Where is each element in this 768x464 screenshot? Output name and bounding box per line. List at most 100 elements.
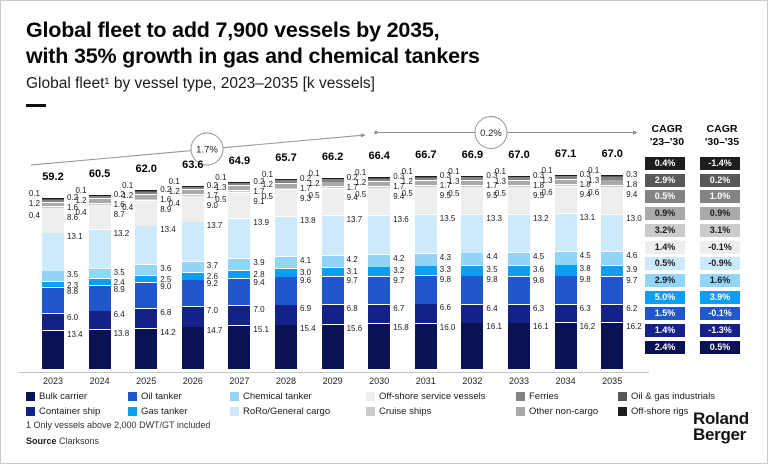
legend-swatch-bulk_carrier [26, 392, 35, 401]
bar-segment-cruise_ships-2027 [228, 191, 251, 193]
label-other_non_cargo-2024: 1.6 [113, 199, 125, 209]
label-roro_general_cargo-2027: 13.9 [253, 217, 269, 227]
label-oil_tanker-2024: 8.9 [113, 284, 125, 294]
cagr-chip-30-35-container_ship: -1.3% [700, 324, 740, 337]
x-tick-2030: 2030 [369, 376, 390, 386]
label-bulk_carrier-2035: 16.2 [626, 322, 642, 332]
bar-segment-offshore_rigs-2027 [228, 181, 251, 183]
label-gas_tanker-2027: 2.8 [253, 269, 265, 279]
label-roro_general_cargo-2032: 13.3 [486, 213, 502, 223]
label-gas_tanker-2031: 3.3 [439, 265, 451, 275]
bar-segment-chemical_tanker-2028 [275, 256, 297, 268]
bar-segment-ferries-2034 [554, 176, 577, 180]
bar-segment-oil_tanker-2034 [554, 276, 577, 304]
legend-label-roro_general_cargo: RoRo/General cargo [243, 406, 331, 417]
bar-segment-bulk_carrier-2029 [321, 324, 344, 370]
label-offshore_rigs-2032: 0.1 [448, 166, 460, 176]
label-roro_general_cargo-2024: 13.2 [113, 229, 130, 239]
bar-segment-ferries-2023 [42, 199, 64, 202]
label-oil_gas_industrials-2027: 0.2 [253, 176, 265, 186]
label-cruise_ships-2032: 0.5 [448, 188, 460, 198]
label-cruise_ships-2024: 0.4 [75, 207, 87, 217]
label-chemical_tanker-2033: 4.5 [533, 252, 545, 262]
label-gas_tanker-2024: 2.4 [113, 277, 125, 287]
label-roro_general_cargo-2028: 13.8 [300, 215, 316, 225]
bar-segment-chemical_tanker-2023 [42, 271, 64, 281]
cagr-chip-23-30-roro_general_cargo: 0.5% [645, 257, 685, 271]
bar-segment-oil_gas_industrials-2034 [554, 175, 577, 177]
cagr-bubble-2 [474, 116, 508, 149]
bar-segment-container_ship-2034 [554, 304, 577, 323]
legend-item-oil_gas_industrials: Oil & gas industrials [618, 391, 715, 402]
bar-segment-bulk_carrier-2023 [42, 331, 64, 370]
label-oil_gas_industrials-2026: 0.2 [206, 180, 218, 190]
label-oil_gas_industrials-2033: 0.3 [533, 170, 545, 180]
label-container_ship-2034: 6.3 [579, 303, 591, 313]
label-offshore_service_vessels-2034: 9.4 [579, 190, 591, 200]
bar-segment-offshore_rigs-2024 [88, 194, 111, 196]
bar-segment-gas_tanker-2024 [88, 278, 111, 285]
bar-segment-chemical_tanker-2025 [135, 265, 158, 275]
label-oil_gas_industrials-2024: 0.2 [113, 189, 125, 199]
label-cruise_ships-2031: 0.5 [401, 189, 413, 199]
logo-line-2: Berger [693, 425, 747, 444]
bar-segment-oil_gas_industrials-2032 [461, 176, 484, 178]
cagr-chip-30-35-chemical_tanker: 1.6% [700, 273, 740, 287]
source-label: Source [26, 436, 57, 446]
bar-segment-cruise_ships-2025 [135, 199, 158, 201]
bar-segment-cruise_ships-2035 [601, 185, 624, 187]
bar-segment-other_non_cargo-2026 [181, 190, 204, 195]
label-oil_tanker-2034: 9.8 [579, 275, 591, 285]
legend-label-cruise_ships: Cruise ships [379, 406, 432, 417]
arrow-start-dot [374, 130, 378, 135]
label-ferries-2029: 1.2 [308, 179, 320, 189]
footnote: 1 Only vessels above 2,000 DWT/GT includ… [26, 420, 211, 430]
label-offshore_service_vessels-2024: 8.7 [113, 209, 125, 219]
bar-segment-oil_tanker-2023 [42, 288, 64, 313]
cagr-chip-30-35-offshore_rigs: -1.4% [700, 157, 740, 170]
bar-segment-other_non_cargo-2030 [368, 182, 391, 187]
bar-segment-gas_tanker-2025 [135, 275, 158, 283]
bar-segment-chemical_tanker-2029 [321, 255, 344, 268]
bar-segment-roro_general_cargo-2024 [88, 230, 111, 268]
bar-segment-oil_tanker-2031 [414, 276, 437, 304]
bar-segment-oil_tanker-2035 [601, 276, 624, 305]
x-tick-2031: 2031 [415, 376, 436, 386]
bar-segment-cruise_ships-2024 [88, 203, 111, 205]
cagr-chip-23-30-offshore_service_vessels: 1.4% [645, 240, 685, 254]
legend-item-roro_general_cargo: RoRo/General cargo [230, 406, 366, 417]
bar-segment-ferries-2032 [461, 177, 484, 181]
label-offshore_service_vessels-2027: 9.1 [253, 196, 265, 206]
bar-segment-ferries-2035 [601, 176, 624, 180]
label-offshore_rigs-2033: 0.1 [494, 166, 506, 176]
bar-segment-ferries-2027 [228, 182, 251, 186]
bar-segment-container_ship-2028 [275, 305, 297, 325]
bar-segment-container_ship-2035 [601, 305, 624, 323]
bar-segment-oil_tanker-2026 [181, 280, 204, 307]
bar-total-2026: 63.6 [182, 158, 204, 171]
legend-item-cruise_ships: Cruise ships [366, 406, 516, 417]
bar-segment-ferries-2029 [321, 178, 344, 182]
bar-segment-chemical_tanker-2033 [508, 253, 530, 266]
legend-swatch-offshore_service_vessels [366, 392, 375, 401]
label-bulk_carrier-2024: 13.8 [113, 328, 130, 338]
bar-segment-bulk_carrier-2031 [414, 323, 437, 370]
bar-segment-chemical_tanker-2032 [461, 253, 484, 266]
bar-segment-roro_general_cargo-2031 [414, 214, 437, 254]
bar-segment-container_ship-2029 [321, 305, 344, 324]
cagr-chip-30-35-other_non_cargo: 0.9% [700, 207, 740, 221]
bar-segment-container_ship-2025 [135, 309, 158, 328]
legend-swatch-offshore_rigs [618, 407, 627, 416]
label-cruise_ships-2033: 0.5 [494, 188, 506, 198]
label-oil_gas_industrials-2025: 0.2 [160, 185, 172, 195]
label-offshore_service_vessels-2031: 9.5 [439, 191, 451, 201]
bar-segment-roro_general_cargo-2023 [42, 233, 64, 271]
label-container_ship-2032: 6.4 [486, 303, 498, 313]
bar-segment-gas_tanker-2035 [601, 265, 624, 277]
bar-segment-offshore_rigs-2034 [554, 175, 577, 177]
label-bulk_carrier-2031: 16.0 [439, 322, 456, 332]
label-cruise_ships-2027: 0.5 [215, 194, 227, 204]
bar-segment-cruise_ships-2029 [321, 187, 344, 189]
bar-segment-bulk_carrier-2026 [181, 327, 204, 370]
label-oil_gas_industrials-2030: 0.3 [393, 172, 405, 182]
